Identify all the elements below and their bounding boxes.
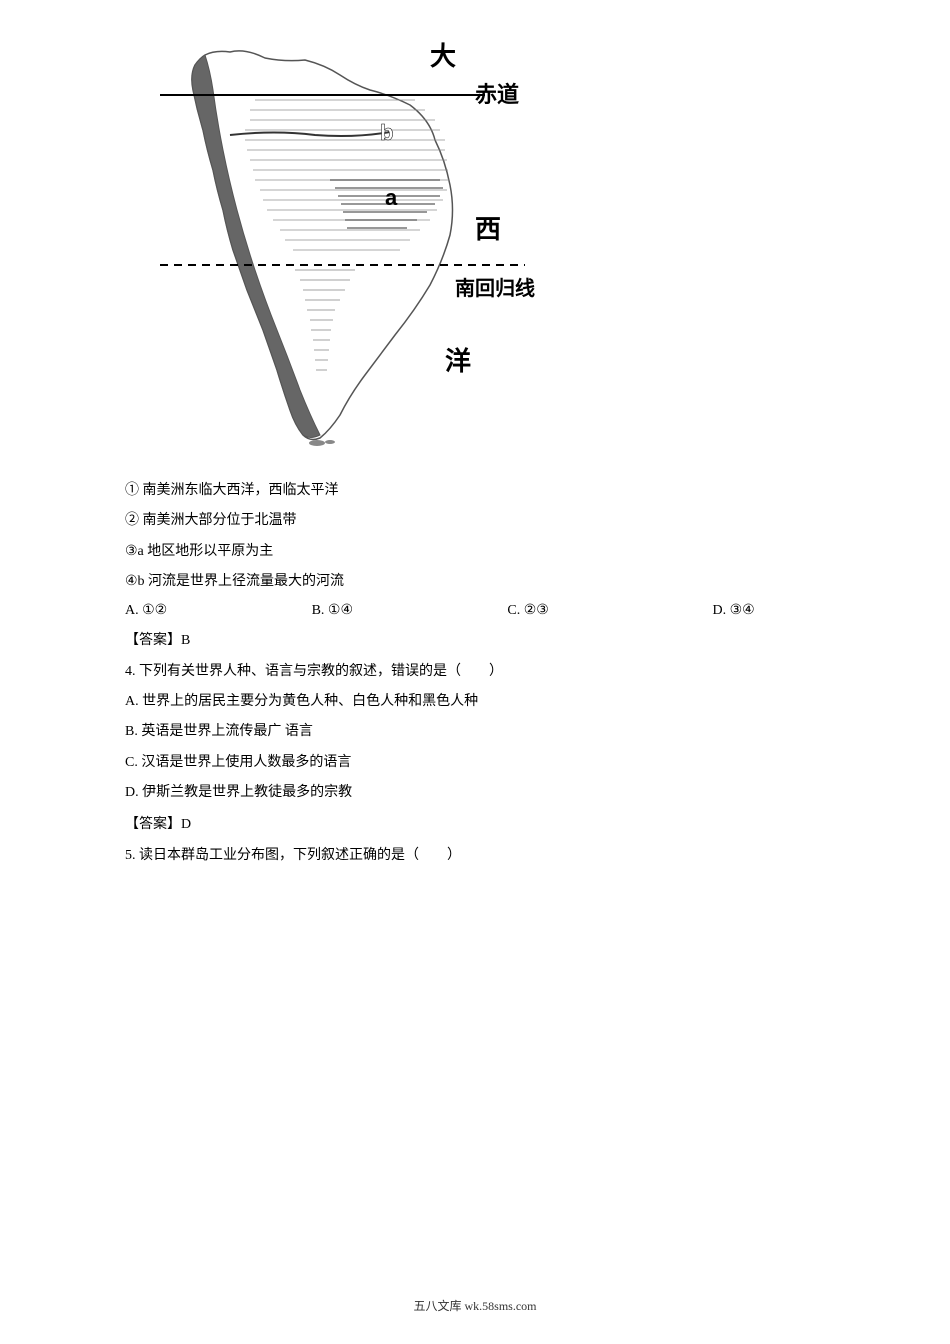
- label-a: a: [385, 185, 398, 210]
- label-equator: 赤道: [475, 82, 519, 107]
- q3-options: A. ①② B. ①④ C. ②③ D. ③④: [125, 602, 825, 619]
- map-svg: 大 赤道 西 南回归线 洋 a b: [155, 40, 535, 450]
- label-yang: 洋: [445, 346, 471, 376]
- page-footer: 五八文库 wk.58sms.com: [0, 1297, 950, 1314]
- q4-stem: 4. 下列有关世界人种、语言与宗教的叙述，错误的是（ ）: [125, 661, 825, 683]
- statement-2: ② 南美洲大部分位于北温带: [125, 510, 825, 532]
- label-b: b: [380, 120, 393, 145]
- q4-option-c: C. 汉语是世界上使用人数最多的语言: [125, 752, 825, 774]
- q3-option-b: B. ①④: [312, 602, 488, 619]
- statement-4: ④b 河流是世界上径流量最大的河流: [125, 571, 825, 593]
- label-xi: 西: [475, 214, 501, 244]
- q3-option-a: A. ①②: [125, 602, 292, 619]
- statement-1: ① 南美洲东临大西洋，西临太平洋: [125, 480, 825, 502]
- q4-answer: 【答案】D: [125, 813, 825, 833]
- statement-3: ③a 地区地形以平原为主: [125, 541, 825, 563]
- q3-option-d: D. ③④: [712, 602, 805, 619]
- q3-answer: 【答案】B: [125, 629, 825, 649]
- q4-option-b: B. 英语是世界上流传最广 语言: [125, 721, 825, 743]
- label-tropic: 南回归线: [455, 276, 535, 300]
- south-america-map: 大 赤道 西 南回归线 洋 a b: [155, 40, 535, 450]
- q3-option-c: C. ②③: [507, 602, 692, 619]
- label-da: 大: [430, 41, 456, 71]
- q4-option-a: A. 世界上的居民主要分为黄色人种、白色人种和黑色人种: [125, 691, 825, 713]
- q5-stem: 5. 读日本群岛工业分布图，下列叙述正确的是（ ）: [125, 845, 825, 867]
- q4-option-d: D. 伊斯兰教是世界上教徒最多的宗教: [125, 782, 825, 804]
